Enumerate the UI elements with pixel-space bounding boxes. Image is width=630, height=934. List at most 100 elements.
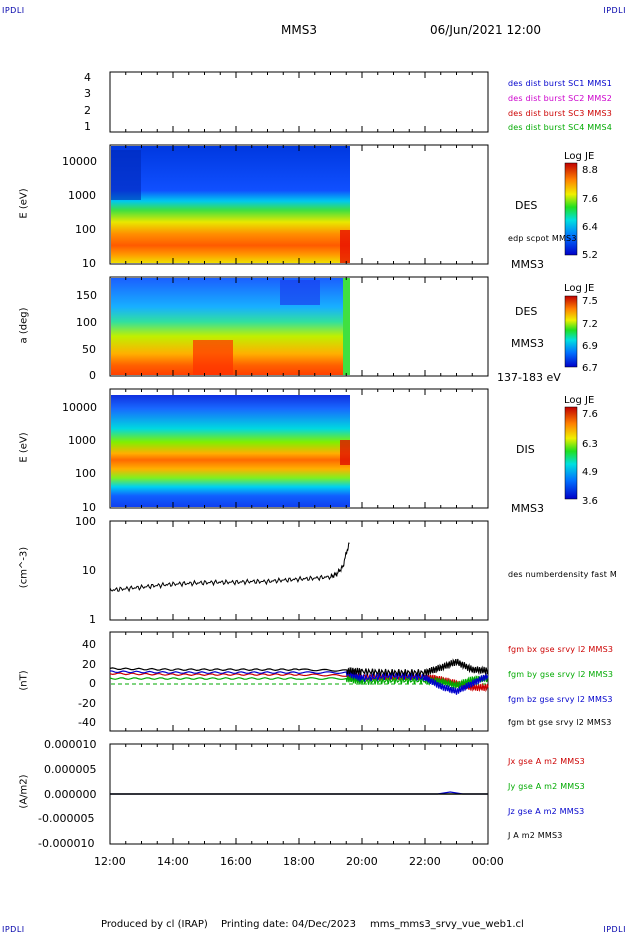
des-energy-spectrogram [111, 146, 350, 263]
p4-side-label: DIS [516, 443, 535, 456]
p2-cb-tick-0: 8.8 [582, 165, 598, 176]
x-tick-5: 22:00 [409, 855, 441, 868]
x-tick-3: 18:00 [283, 855, 315, 868]
p7-ylabel: (A/m2) [18, 774, 30, 809]
p3-side-label: DES [515, 305, 538, 318]
p6-legend-2: fgm bz gse srvy l2 MMS3 [508, 695, 613, 704]
colorbar-dis-energy [564, 406, 578, 500]
p7-tick-0: 0.000010 [44, 738, 97, 751]
p4-tick-3: 10 [82, 501, 96, 514]
p6-legend-0: fgm bx gse srvy l2 MMS3 [508, 645, 614, 654]
p2-tick-2: 100 [75, 223, 96, 236]
p4-cb-tick-3: 3.6 [582, 496, 598, 507]
p6-tick-0: 40 [82, 638, 96, 651]
footer-file: mms_mms3_srvy_vue_web1.cl [370, 919, 524, 930]
p6-legend-1: fgm by gse srvy l2 MMS3 [508, 670, 614, 679]
p2-side-label: DES [515, 199, 538, 212]
p3-tick-2: 50 [82, 343, 96, 356]
panel-5-frame [109, 520, 489, 621]
date-title: 06/Jun/2021 12:00 [430, 23, 542, 37]
p3-tick-1: 100 [76, 316, 97, 329]
colorbar-des-pitch [564, 295, 578, 368]
p6-tick-3: -20 [78, 697, 96, 710]
p1-legend-0: des dist burst SC1 MMS1 [508, 79, 613, 88]
p1-legend-1: des dist burst SC2 MMS2 [508, 94, 613, 103]
x-tick-2: 16:00 [220, 855, 252, 868]
p3-cb-tick-0: 7.5 [582, 296, 598, 307]
p4-cb-tick-0: 7.6 [582, 409, 598, 420]
p2-cb-title: Log JE [564, 151, 595, 162]
chart-marks [109, 542, 489, 795]
p2-tick-1: 1000 [68, 189, 96, 202]
p1-legend-3: des dist burst SC4 MMS4 [508, 123, 613, 132]
p2-side-scpot: edp scpot MMS3 [508, 234, 577, 243]
corner-label-bl: IPDLI [2, 925, 25, 934]
axis-ticks [109, 72, 489, 844]
x-tick-1: 14:00 [157, 855, 189, 868]
panel-1-frame [109, 71, 489, 133]
p5-legend: des numberdensity fast M [508, 570, 617, 579]
p5-ylabel: (cm^-3) [18, 546, 30, 589]
bfield-series-line [109, 669, 489, 695]
p1-tick-1: 3 [84, 87, 91, 100]
p3-tick-3: 0 [89, 369, 96, 382]
p6-ylabel: (nT) [18, 670, 30, 691]
p7-tick-3: -0.000005 [38, 812, 95, 825]
corner-label-br: IPDLI [603, 925, 626, 934]
p6-tick-1: 20 [82, 658, 96, 671]
p4-tick-1: 1000 [68, 434, 96, 447]
p3-cb-tick-3: 6.7 [582, 363, 598, 374]
bfield-series-line [109, 674, 489, 690]
p6-tick-2: 0 [89, 677, 96, 690]
p4-ylabel: E (eV) [18, 432, 30, 463]
p5-tick-0: 100 [75, 515, 96, 528]
p2-cb-tick-1: 7.6 [582, 194, 598, 205]
des-pitch-edge [343, 278, 350, 375]
des-energy-edge [340, 230, 350, 263]
x-tick-6: 00:00 [472, 855, 504, 868]
p5-tick-1: 10 [82, 564, 96, 577]
footer-produced: Produced by cl (IRAP) [101, 919, 208, 930]
p7-legend-2: Jz gse A m2 MMS3 [508, 807, 585, 816]
p1-legend-2: des dist burst SC3 MMS3 [508, 109, 613, 118]
dis-energy-edge [340, 440, 350, 465]
p2-ylabel: E (eV) [18, 188, 30, 219]
p7-tick-4: -0.000010 [38, 837, 95, 850]
p1-tick-0: 4 [84, 71, 91, 84]
p3-cb-title: Log JE [564, 283, 595, 294]
p3-side-mms: MMS3 [511, 337, 544, 350]
des-pitch-cold-patch [280, 280, 320, 305]
dis-energy-spectrogram [111, 395, 350, 507]
p3-cb-tick-1: 7.2 [582, 319, 598, 330]
p6-legend-3: fgm bt gse srvy l2 MMS3 [508, 718, 612, 727]
p4-tick-0: 10000 [62, 401, 97, 414]
p3-side-range: 137-183 eV [497, 371, 561, 384]
des-energy-dark-patch [111, 150, 141, 200]
footer-printing: Printing date: 04/Dec/2023 [221, 919, 357, 930]
mission-title: MMS3 [281, 23, 317, 37]
bfield-series-line [109, 658, 489, 677]
p4-cb-tick-1: 6.3 [582, 439, 598, 450]
p1-tick-2: 2 [84, 104, 91, 117]
p2-tick-0: 10000 [62, 155, 97, 168]
des-pitch-hot-patch [193, 340, 233, 375]
p7-legend-1: Jy gse A m2 MMS3 [508, 782, 585, 791]
p5-tick-2: 1 [89, 613, 96, 626]
p2-tick-3: 10 [82, 257, 96, 270]
p7-legend-0: Jx gse A m2 MMS3 [508, 757, 585, 766]
p2-cb-tick-2: 6.4 [582, 222, 598, 233]
p2-cb-tick-3: 5.2 [582, 250, 598, 261]
p4-tick-2: 100 [75, 467, 96, 480]
colorbar-des-energy [564, 162, 578, 256]
x-tick-4: 20:00 [346, 855, 378, 868]
p3-cb-tick-2: 6.9 [582, 341, 598, 352]
corner-label-tr: IPDLI [603, 6, 626, 15]
p2-side-mms: MMS3 [511, 258, 544, 271]
x-tick-0: 12:00 [94, 855, 126, 868]
density-series-line [109, 542, 350, 593]
p7-tick-2: 0.000000 [44, 788, 97, 801]
p4-cb-tick-2: 4.9 [582, 467, 598, 478]
p7-legend-3: J A m2 MMS3 [508, 831, 563, 840]
p4-cb-title: Log JE [564, 395, 595, 406]
